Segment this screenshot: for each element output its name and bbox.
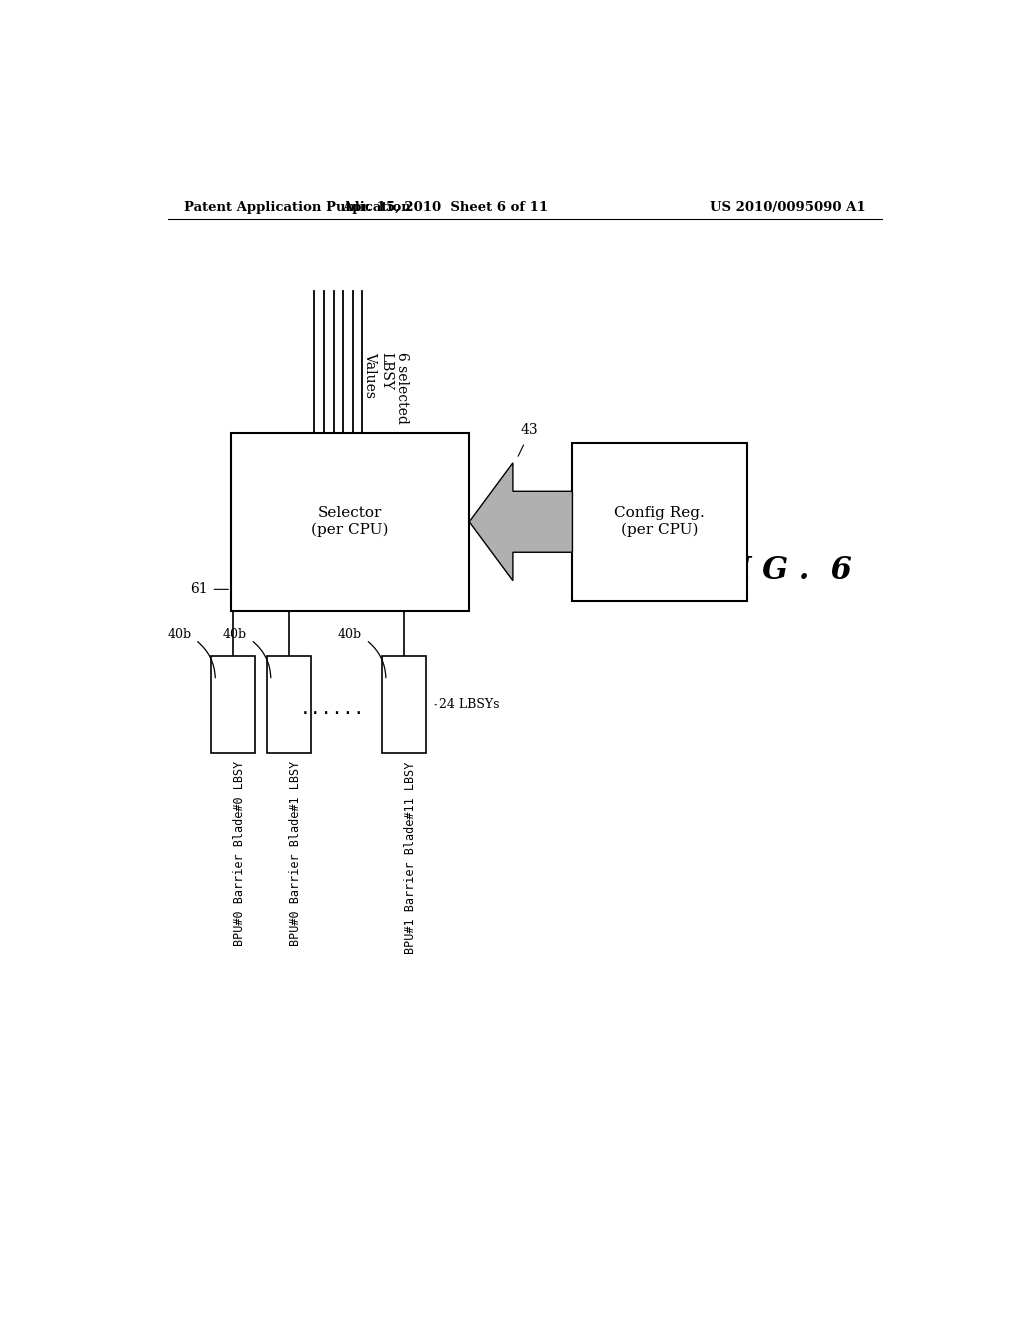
Text: 40b: 40b [223,628,247,642]
Text: Selector
(per CPU): Selector (per CPU) [311,507,389,537]
Text: 24 LBSYs: 24 LBSYs [439,698,500,711]
Text: 43: 43 [521,424,539,437]
Text: Apr. 15, 2010  Sheet 6 of 11: Apr. 15, 2010 Sheet 6 of 11 [342,201,549,214]
Text: F I G .  6: F I G . 6 [706,554,852,586]
Text: 61: 61 [189,582,207,597]
Text: 40b: 40b [338,628,362,642]
Bar [231,433,469,611]
Text: BPU#0 Barrier Blade#1 LBSY: BPU#0 Barrier Blade#1 LBSY [289,762,302,946]
Bar [572,444,748,601]
Bar [267,656,310,752]
Text: ......: ...... [300,701,366,718]
Bar [211,656,255,752]
Text: US 2010/0095090 A1: US 2010/0095090 A1 [711,201,866,214]
Text: BPU#1 Barrier Blade#11 LBSY: BPU#1 Barrier Blade#11 LBSY [403,762,417,953]
Text: Patent Application Publication: Patent Application Publication [183,201,411,214]
Text: 40b: 40b [167,628,191,642]
Text: 6 selected
LBSY
Values: 6 selected LBSY Values [362,351,410,424]
Polygon shape [469,463,572,581]
Text: Config Reg.
(per CPU): Config Reg. (per CPU) [614,507,706,537]
Text: BPU#0 Barrier Blade#0 LBSY: BPU#0 Barrier Blade#0 LBSY [233,762,246,946]
Bar [382,656,426,752]
